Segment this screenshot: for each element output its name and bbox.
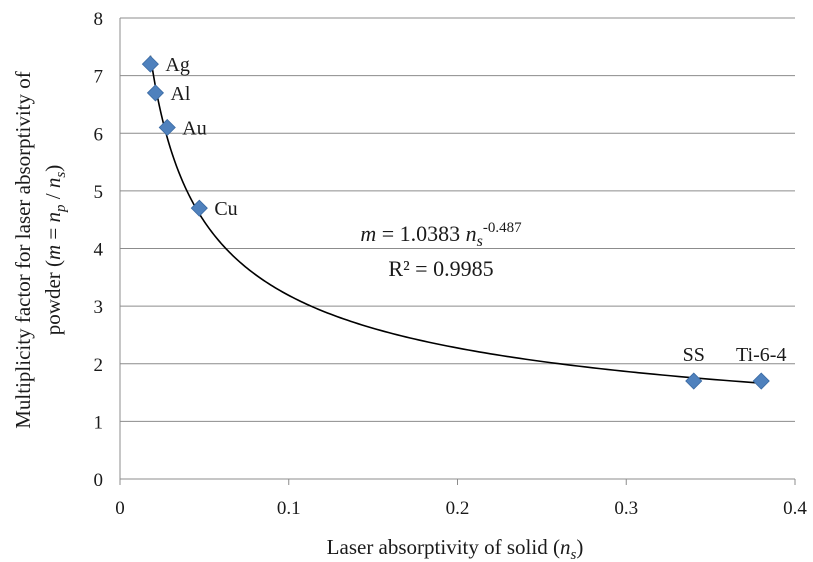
point-labels: Ag Al Au Cu SS Ti-6-4 [165, 54, 786, 366]
point-label: Ti-6-4 [736, 344, 786, 366]
y-tick-label: 4 [94, 240, 104, 261]
point-label: Ag [165, 54, 189, 76]
data-point [147, 85, 163, 101]
data-point [142, 56, 158, 72]
data-point [753, 373, 769, 389]
trendline-equation: m = 1.0383 ns-0.487 [360, 220, 522, 250]
y-tick-label: 5 [94, 182, 104, 203]
y-tick-label: 1 [94, 412, 104, 433]
x-tick-label: 0 [115, 498, 125, 519]
x-tick-label: 0.1 [277, 498, 301, 519]
y-axis-title-line1: Multiplicity factor for laser absorptivi… [11, 71, 35, 429]
y-tick-label: 7 [94, 67, 104, 88]
data-point [686, 373, 702, 389]
x-tick-label: 0.4 [783, 498, 807, 519]
x-tick-label: 0.2 [446, 498, 470, 519]
point-label: Cu [214, 198, 237, 220]
y-tick-label: 6 [94, 124, 104, 145]
y-tick-label: 8 [94, 9, 104, 30]
x-axis-title: Laser absorptivity of solid (ns) [327, 535, 584, 562]
y-tick-label: 3 [94, 297, 104, 318]
power-trendline [150, 56, 761, 383]
axes [120, 18, 795, 485]
r-squared-label: R² = 0.9985 [388, 256, 493, 281]
y-tick-label: 2 [94, 355, 104, 376]
x-tick-label: 0.3 [614, 498, 638, 519]
point-label: SS [683, 344, 705, 366]
point-label: Au [182, 117, 206, 139]
y-tick-label: 0 [94, 470, 104, 491]
y-axis-title-line2: powder (m = np / ns) [41, 165, 69, 335]
point-label: Al [170, 83, 190, 105]
